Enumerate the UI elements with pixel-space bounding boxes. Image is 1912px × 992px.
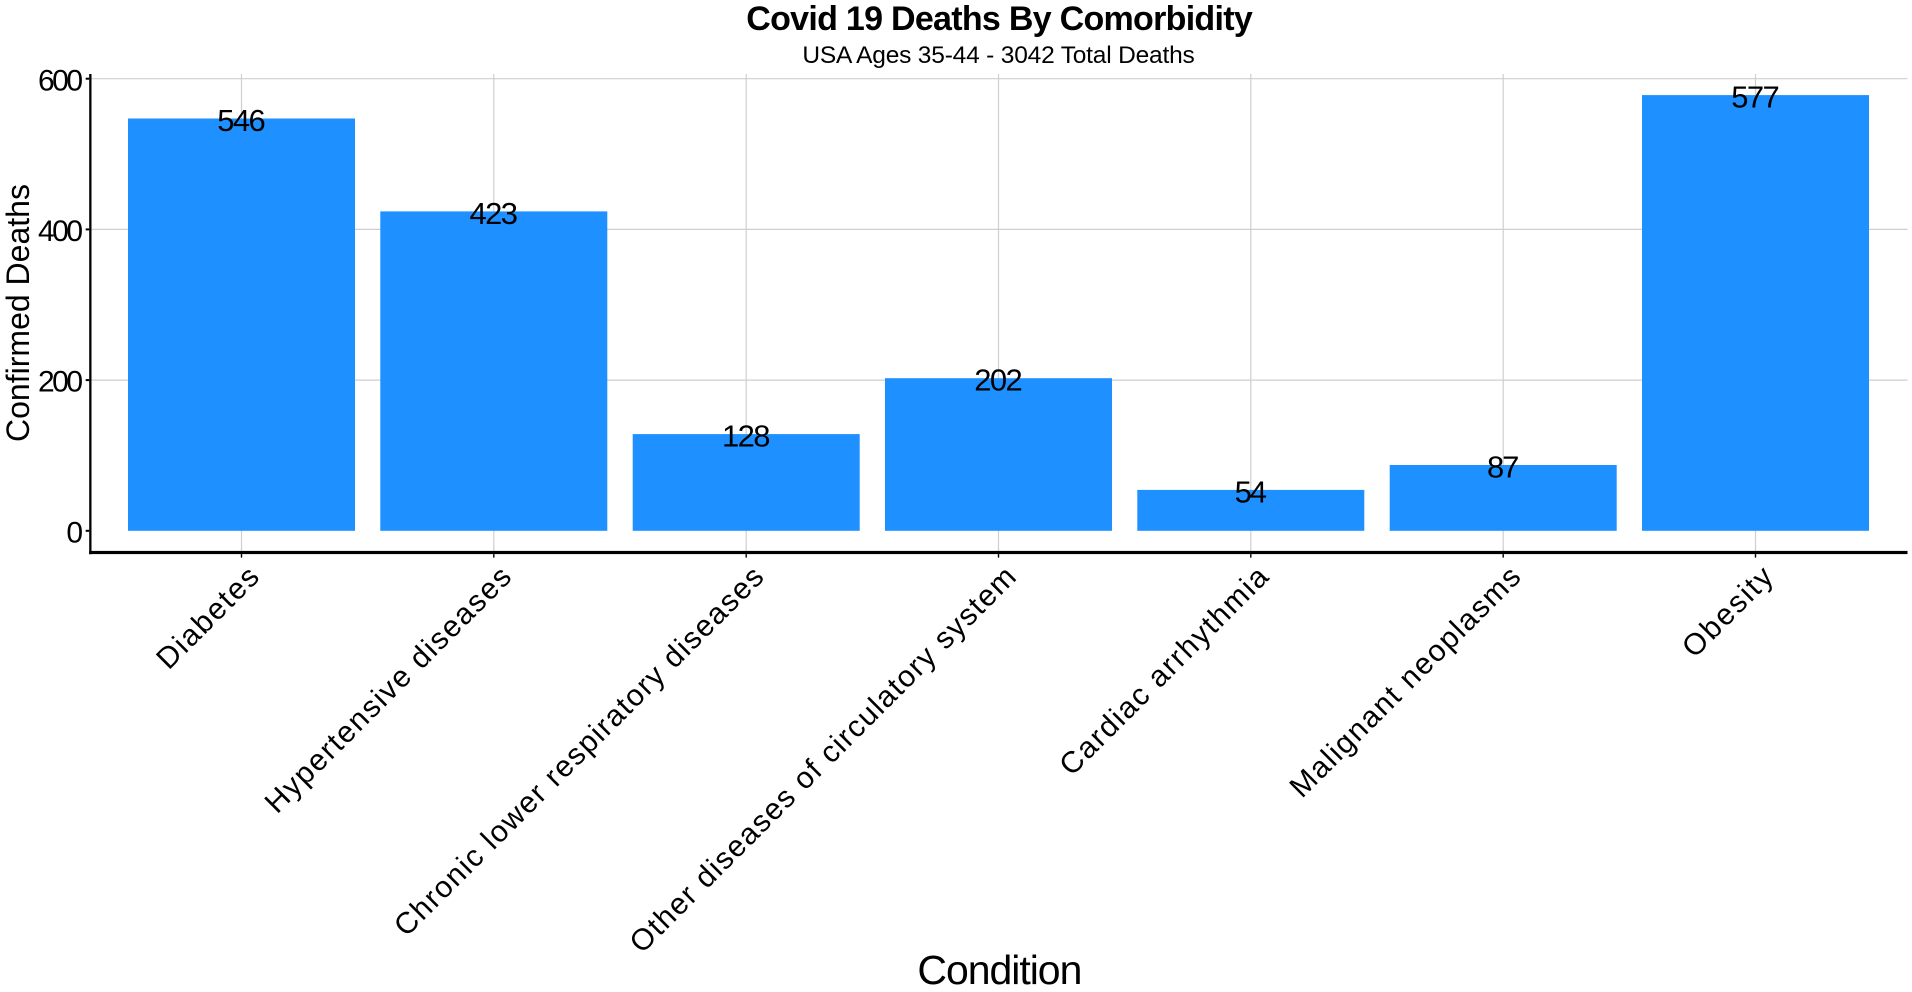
- svg-text:200: 200: [38, 366, 83, 399]
- svg-text:Covid 19 Deaths By Comorbidity: Covid 19 Deaths By Comorbidity: [746, 0, 1253, 38]
- svg-text:600: 600: [38, 64, 83, 97]
- svg-text:Condition: Condition: [917, 947, 1082, 992]
- svg-text:87: 87: [1487, 449, 1519, 484]
- svg-text:0: 0: [66, 516, 83, 549]
- svg-text:54: 54: [1235, 474, 1267, 509]
- svg-text:128: 128: [722, 419, 771, 454]
- svg-text:546: 546: [217, 103, 266, 138]
- svg-text:577: 577: [1731, 80, 1780, 115]
- svg-text:USA Ages 35-44 - 3042 Total De: USA Ages 35-44 - 3042 Total Deaths: [802, 42, 1194, 69]
- svg-text:423: 423: [470, 196, 519, 231]
- svg-text:202: 202: [974, 363, 1023, 398]
- svg-text:Confirmed Deaths: Confirmed Deaths: [0, 184, 36, 442]
- svg-text:400: 400: [38, 215, 83, 248]
